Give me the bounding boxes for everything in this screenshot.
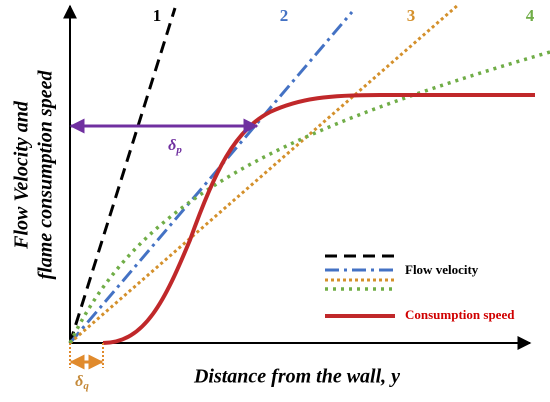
line-3 [69,3,459,345]
curve-number: 3 [407,6,416,25]
delta-p-label: δp [168,137,182,156]
y-axis-label-line: flame consumption speed [35,70,57,280]
curve-number: 2 [280,6,289,25]
y-axis-label: Flow Velocity and flame consumption spee… [11,70,57,280]
y-axis-label-line: Flow Velocity and [11,100,33,250]
legend-label: Consumption speed [405,307,515,322]
line-4 [68,50,550,344]
curve-number: 4 [526,6,535,25]
x-axis-label: Distance from the wall, y [193,366,400,388]
curve-number: 1 [153,6,162,25]
legend-label: Flow velocity [405,262,479,277]
line-2 [68,11,354,344]
line-1 [68,7,177,344]
delta-q-label: δq [75,373,89,392]
consumption-curve [102,93,535,345]
